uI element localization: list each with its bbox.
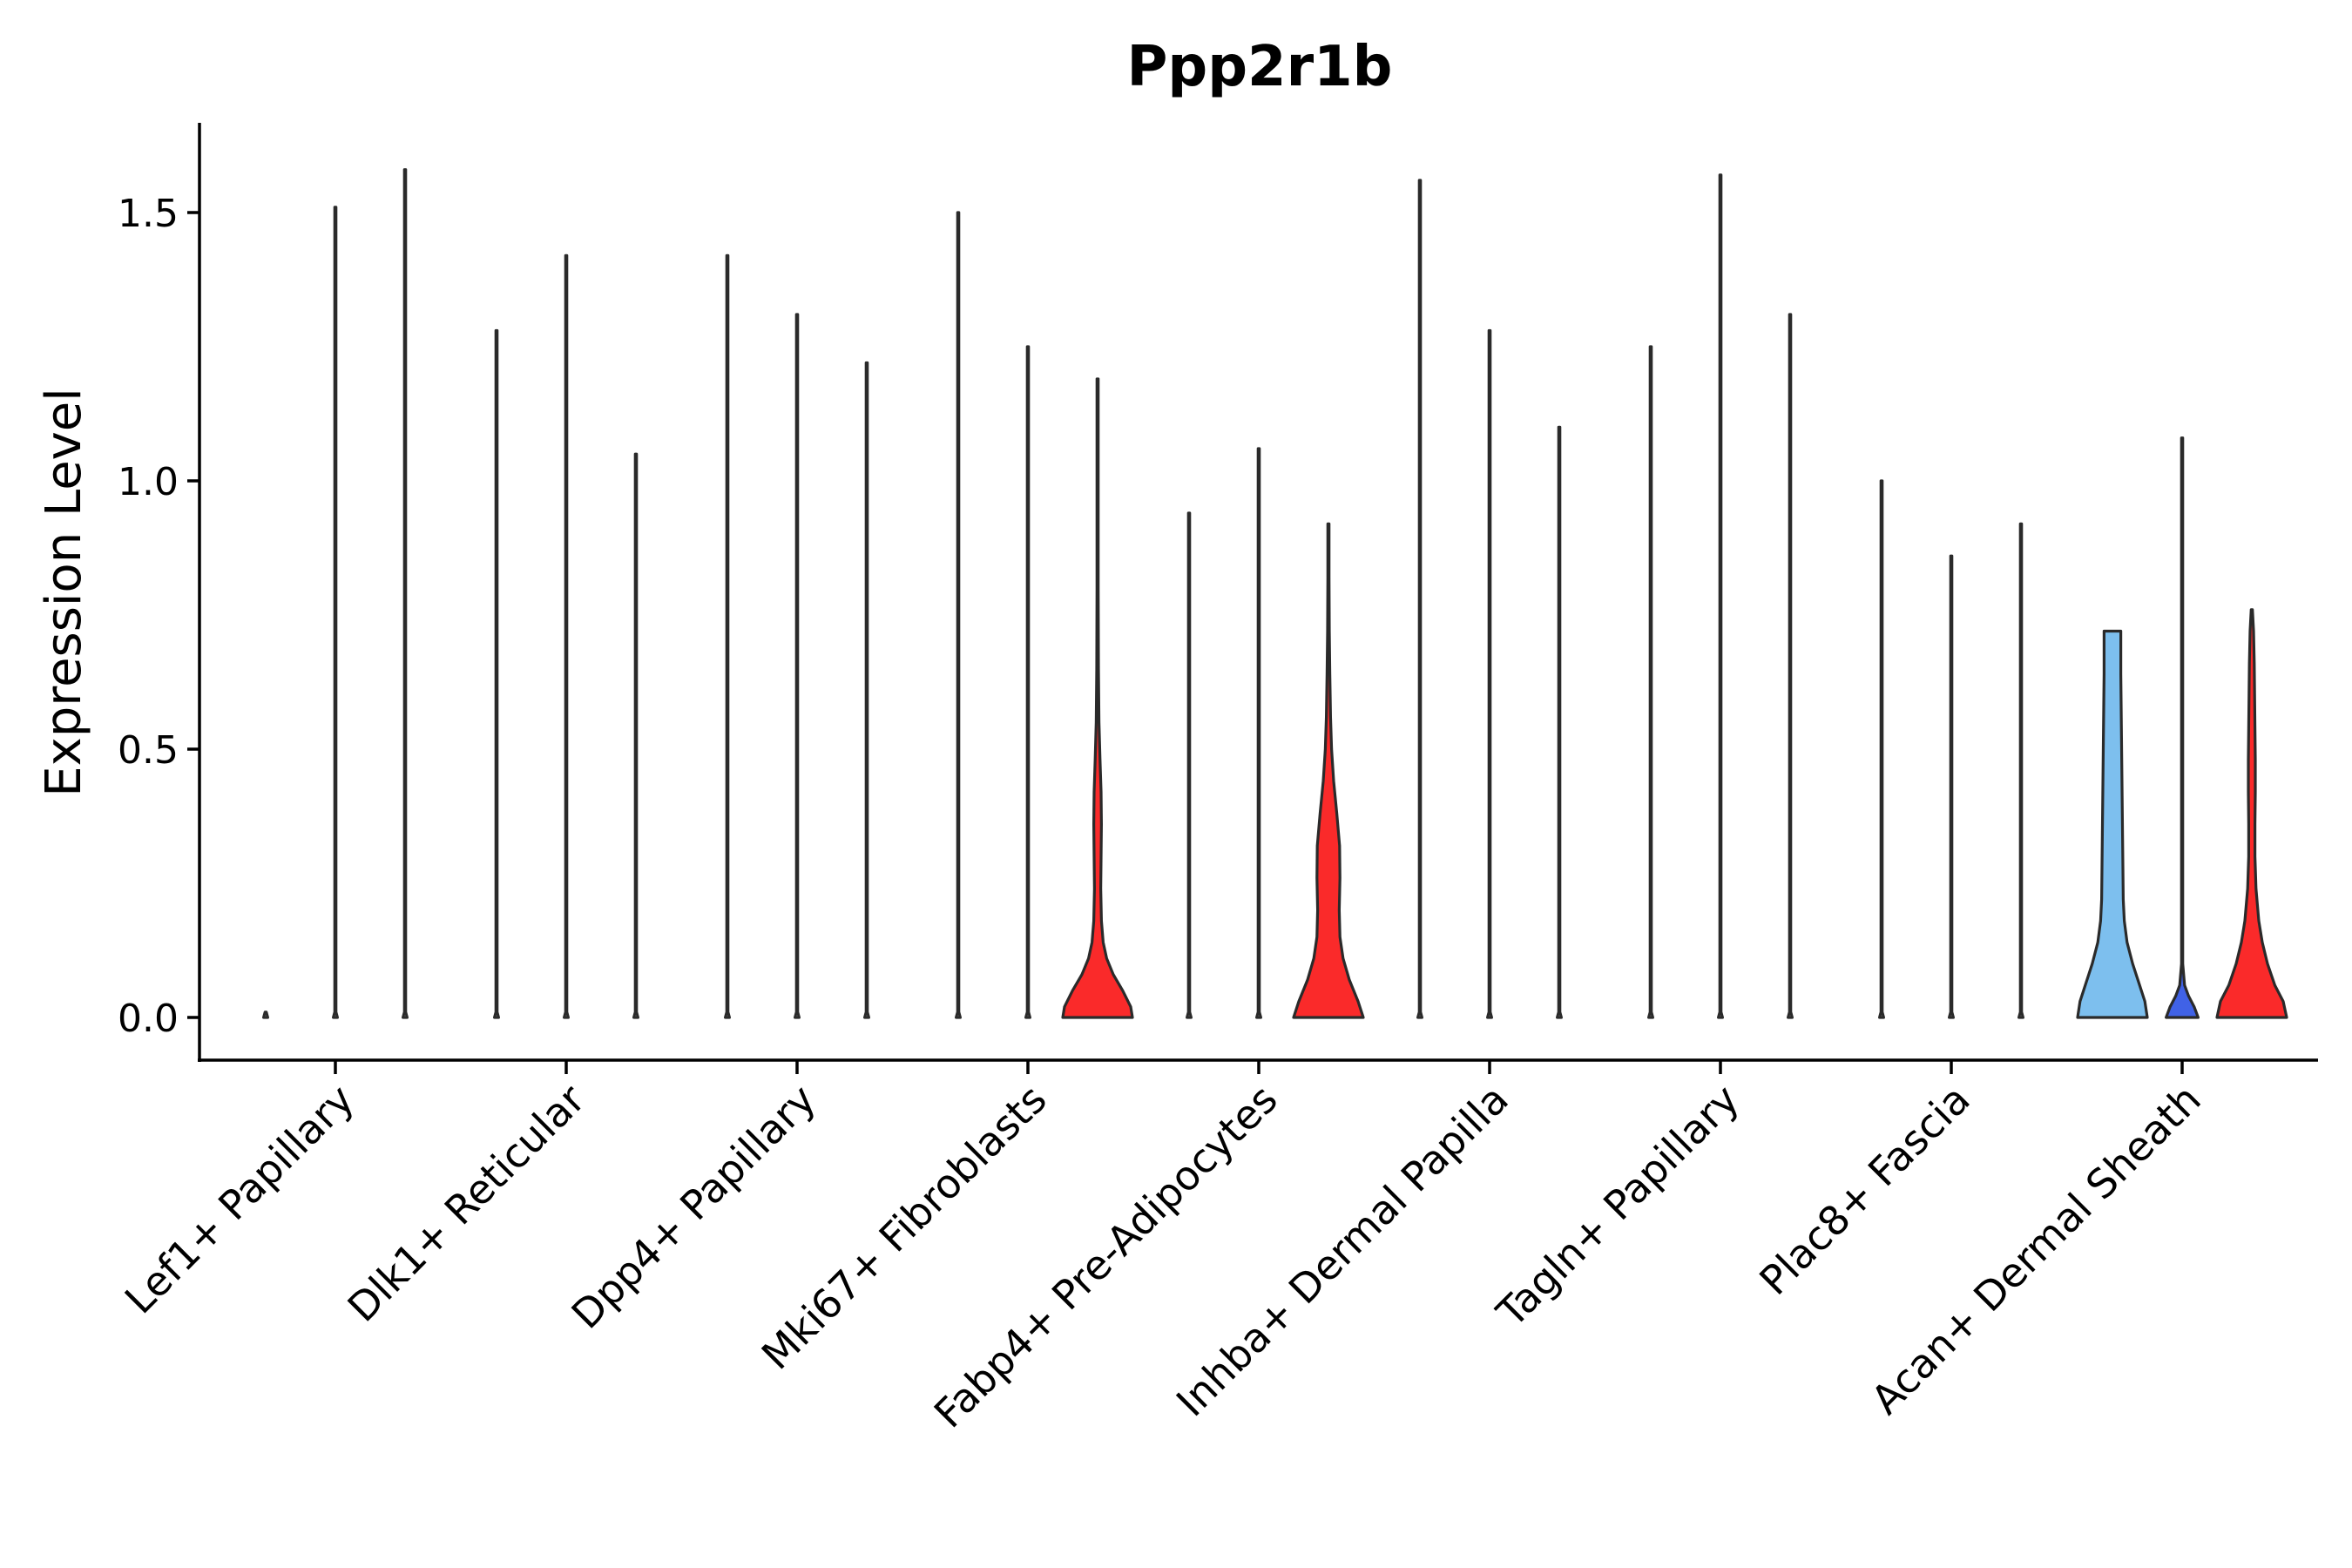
violin-3-0	[955, 211, 962, 1019]
violin-4-2	[1292, 522, 1365, 1019]
x-tick-label: Plac8+ Fascia	[1750, 1076, 1978, 1304]
violin-3-1	[1024, 345, 1031, 1019]
violin-1-2	[632, 452, 639, 1019]
violin-5-1	[1486, 328, 1493, 1019]
violin-5-2	[1556, 425, 1563, 1019]
violin-7-1	[1948, 554, 1955, 1019]
violin-6-2	[1787, 313, 1794, 1019]
violin-8-1	[2165, 436, 2200, 1019]
violin-4-1	[1255, 447, 1262, 1019]
violin-2-2	[863, 361, 870, 1019]
violin-6-0	[1647, 345, 1654, 1019]
violin-0-1	[332, 206, 339, 1019]
violin-7-0	[1878, 479, 1885, 1019]
plot-area	[262, 168, 2288, 1019]
y-axis-label: Expression Level	[36, 388, 92, 797]
violin-4-0	[1186, 511, 1193, 1019]
violin-2-0	[724, 253, 731, 1019]
violin-8-0	[2076, 629, 2149, 1019]
y-tick-label: 1.5	[118, 192, 179, 236]
y-axis-ticks: 0.0 0.5 1.0 1.5	[118, 192, 199, 1041]
violin-0-0	[262, 1010, 269, 1019]
x-tick-label: Lef1+ Papillary	[116, 1076, 363, 1323]
violin-1-0	[493, 328, 500, 1019]
violin-6-1	[1717, 173, 1724, 1019]
chart-title: Ppp2r1b	[1127, 35, 1393, 99]
violin-8-2	[2215, 608, 2288, 1019]
violin-1-1	[563, 253, 570, 1019]
violin-0-2	[402, 168, 409, 1019]
violin-2-1	[794, 313, 801, 1019]
violin-3-2	[1061, 377, 1134, 1019]
y-tick-label: 0.5	[118, 728, 179, 773]
y-tick-label: 1.0	[118, 460, 179, 504]
x-tick-label: Dlk1+ Reticular	[339, 1076, 594, 1331]
violin-5-0	[1416, 179, 1423, 1019]
x-tick-label: Dpp4+ Papillary	[563, 1076, 825, 1338]
violin-7-2	[2017, 522, 2024, 1019]
x-tick-label: Tagln+ Papillary	[1487, 1076, 1748, 1337]
y-tick-label: 0.0	[118, 997, 179, 1041]
